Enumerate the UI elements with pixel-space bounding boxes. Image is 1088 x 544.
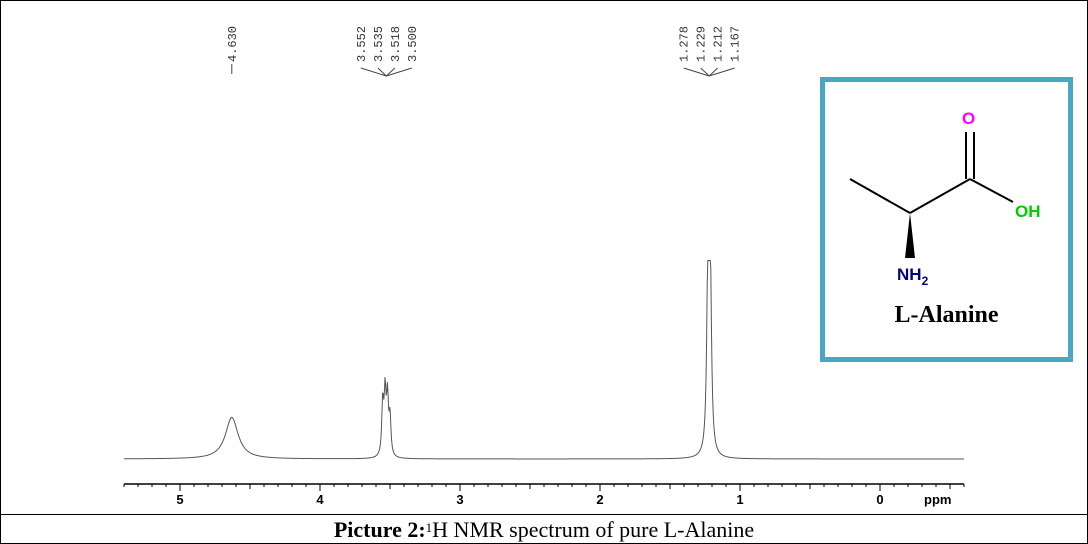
peak-label-connector [360, 67, 387, 77]
peak-shift-label: 1.229 [695, 26, 709, 62]
x-axis-tick-labels: 5 4 3 2 1 0 [176, 492, 883, 507]
alanine-structure: O OH NH2 [849, 109, 1041, 288]
x-tick-label: 4 [316, 492, 324, 507]
x-tick-label: 1 [736, 492, 743, 507]
peak-label-connector [708, 67, 719, 77]
peak-shift-label: 1.278 [678, 26, 692, 62]
nmr-spectrum-chart: 4.630 3.552 3.535 3.518 3.500 1.278 1.229 1.212… [123, 26, 965, 507]
peak-label-connector [386, 67, 396, 77]
caption-divider [0, 514, 1088, 515]
peak-shift-label: 3.518 [389, 26, 403, 62]
peak-label-connector [377, 67, 387, 77]
peak-shift-label: 1.212 [712, 26, 726, 62]
amino-atom-label: NH2 [897, 265, 929, 288]
peak-label-connector [386, 67, 413, 77]
amino-nh-text: NH [897, 265, 922, 284]
caption-label: Picture 2: [333, 517, 426, 542]
peak-shift-label: 3.500 [406, 26, 420, 62]
caption-superscript: 1 [425, 520, 433, 535]
molecule-name: L-Alanine [894, 302, 999, 328]
x-axis-label: ppm [924, 492, 951, 507]
x-tick-label: 3 [456, 492, 463, 507]
x-tick-label: 0 [876, 492, 883, 507]
spectrum-trace [124, 260, 964, 460]
amino-subscript: 2 [922, 274, 929, 288]
peak-shift-label: 4.630 [226, 26, 240, 62]
x-tick-label: 5 [176, 492, 183, 507]
peak-label-connector [683, 67, 710, 77]
wedge-bond-amino [905, 213, 915, 258]
x-tick-label: 2 [596, 492, 603, 507]
peak-label-group: 4.630 3.552 3.535 3.518 3.500 1.278 1.229 1.212… [226, 26, 743, 77]
peak-label-connector [700, 67, 710, 77]
peak-label-connector [709, 67, 735, 77]
bond-hydroxyl [969, 178, 1014, 203]
hydroxyl-atom-label: OH [1015, 202, 1041, 221]
peak-shift-label: 3.535 [372, 26, 386, 62]
molecule-structure-box: O OH NH2 L-Alanine [820, 77, 1073, 362]
peak-shift-label: 1.167 [729, 26, 743, 62]
x-axis-ticks [123, 484, 965, 491]
bond-methyl [849, 178, 911, 214]
oxygen-atom-label: O [962, 109, 975, 128]
figure-caption: Picture 2:1H NMR spectrum of pure L-Alan… [0, 515, 1088, 544]
caption-text: H NMR spectrum of pure L-Alanine [432, 517, 755, 542]
peak-shift-label: 3.552 [355, 26, 369, 62]
bond-alpha-carbonyl [909, 178, 971, 214]
